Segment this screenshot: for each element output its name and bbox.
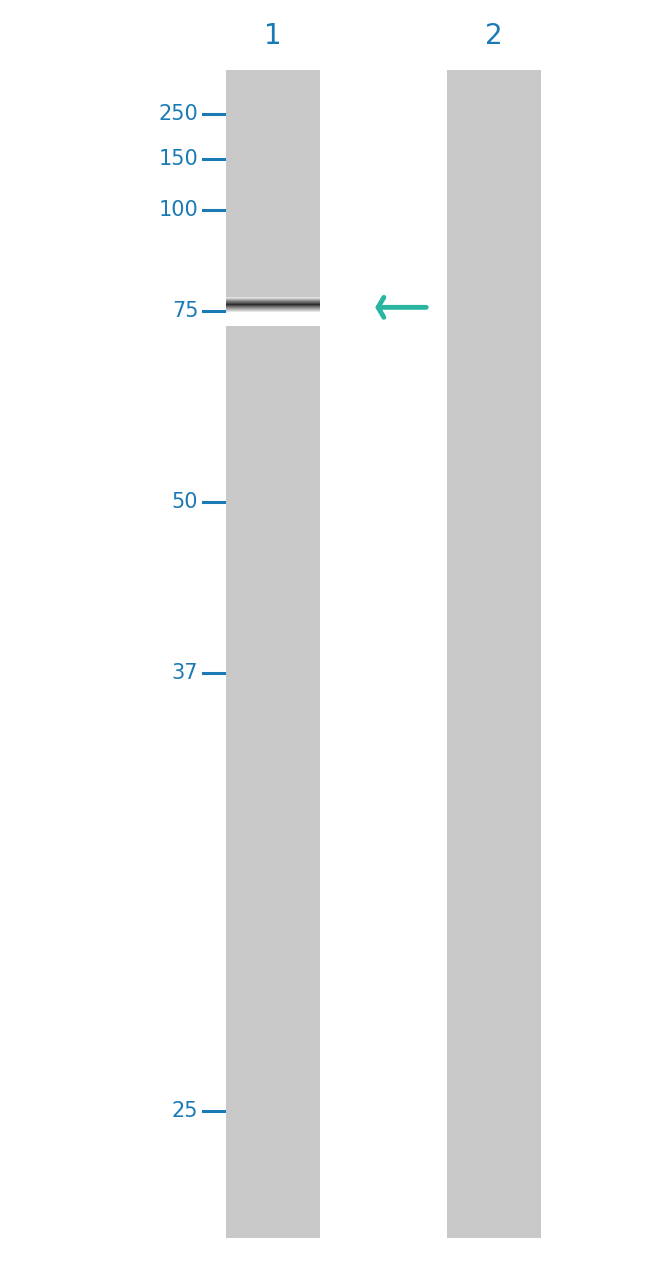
Text: 2: 2: [485, 22, 503, 50]
Text: 100: 100: [159, 199, 198, 220]
Text: 25: 25: [172, 1101, 198, 1121]
Text: 50: 50: [172, 491, 198, 512]
Bar: [226, 70, 320, 1238]
Text: 75: 75: [172, 301, 198, 321]
Text: 37: 37: [172, 663, 198, 683]
Text: 1: 1: [264, 22, 282, 50]
Text: 150: 150: [159, 149, 198, 169]
Bar: [447, 70, 541, 1238]
Text: 250: 250: [159, 104, 198, 124]
